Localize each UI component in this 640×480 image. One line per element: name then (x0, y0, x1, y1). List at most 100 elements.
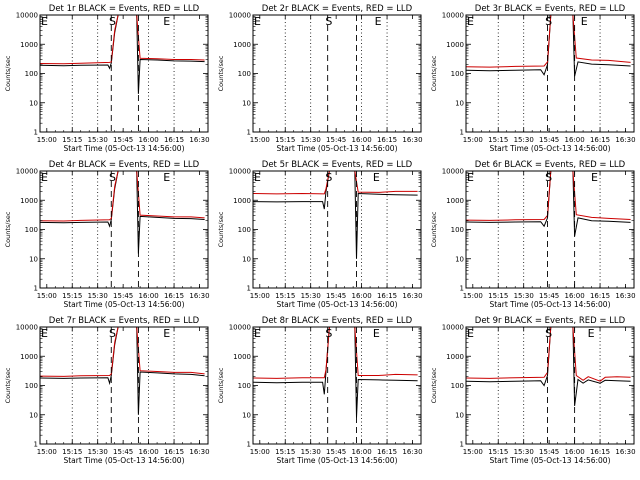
interval-marker-label: E (588, 327, 595, 340)
x-tick-label: 15:30 (514, 448, 534, 456)
y-tick-label: 10 (455, 99, 464, 107)
interval-marker-label: E (41, 171, 48, 184)
x-tick-label: 15:00 (250, 448, 270, 456)
events-series-line (40, 15, 205, 94)
x-tick-label: 16:30 (402, 136, 422, 144)
y-tick-label: 1 (247, 285, 251, 293)
plot-frame (39, 326, 209, 445)
x-tick-label: 15:45 (539, 448, 559, 456)
lld-series-line (253, 171, 418, 195)
y-axis-label: Counts/sec (4, 211, 12, 247)
x-tick-label: 16:15 (590, 448, 610, 456)
interval-marker-label: E (41, 327, 48, 340)
y-axis-label: Counts/sec (430, 55, 438, 91)
y-tick-label: 100 (238, 382, 251, 390)
interval-marker-label: S (545, 15, 552, 28)
x-tick-label: 16:00 (565, 448, 585, 456)
chart-title: Det 1r BLACK = Events, RED = LLD (49, 4, 200, 14)
y-tick-label: 1000 (233, 41, 251, 49)
plot-frame (252, 326, 422, 445)
y-tick-label: 10000 (16, 168, 38, 176)
x-tick-label: 16:15 (377, 292, 397, 300)
y-tick-label: 1000 (20, 41, 38, 49)
y-tick-label: 10 (242, 99, 251, 107)
interval-marker-label: E (373, 327, 380, 340)
x-tick-label: 15:15 (62, 136, 82, 144)
y-axis-label: Counts/sec (4, 55, 12, 91)
y-tick-label: 1000 (20, 197, 38, 205)
y-tick-label: 10 (29, 411, 38, 419)
x-tick-label: 15:15 (62, 448, 82, 456)
y-tick-label: 1000 (233, 353, 251, 361)
chart-title: Det 7r BLACK = Events, RED = LLD (49, 316, 200, 326)
x-tick-label: 16:30 (189, 292, 209, 300)
x-axis-label: Start Time (05-Oct-13 14:56:00) (63, 456, 184, 465)
interval-marker-label: S (545, 171, 552, 184)
x-tick-label: 16:15 (164, 448, 184, 456)
x-axis-label: Start Time (05-Oct-13 14:56:00) (489, 144, 610, 153)
interval-marker-label: E (467, 327, 474, 340)
x-tick-label: 16:00 (352, 136, 372, 144)
x-tick-label: 15:30 (301, 292, 321, 300)
y-tick-label: 10000 (229, 12, 251, 20)
interval-marker-label: E (163, 15, 170, 28)
y-tick-label: 10000 (442, 12, 464, 20)
plot-frame (252, 14, 422, 133)
x-tick-label: 16:00 (352, 448, 372, 456)
x-tick-label: 15:15 (62, 292, 82, 300)
x-tick-label: 15:00 (37, 292, 57, 300)
y-tick-label: 100 (238, 226, 251, 234)
y-tick-label: 10 (29, 255, 38, 263)
events-series-line (466, 327, 631, 406)
x-axis-label: Start Time (05-Oct-13 14:56:00) (489, 300, 610, 309)
interval-marker-label: S (109, 171, 116, 184)
events-series-line (40, 327, 205, 415)
chart-title: Det 4r BLACK = Events, RED = LLD (49, 160, 200, 170)
x-tick-label: 15:00 (463, 136, 483, 144)
x-axis-label: Start Time (05-Oct-13 14:56:00) (276, 144, 397, 153)
x-tick-label: 15:00 (250, 292, 270, 300)
x-tick-label: 16:15 (590, 292, 610, 300)
x-tick-label: 16:15 (377, 448, 397, 456)
x-axis-label: Start Time (05-Oct-13 14:56:00) (63, 300, 184, 309)
interval-marker-label: S (325, 171, 332, 184)
interval-marker-label: E (467, 171, 474, 184)
x-tick-label: 15:00 (463, 448, 483, 456)
x-tick-label: 16:30 (189, 136, 209, 144)
lld-series-line (253, 327, 418, 379)
x-axis-label: Start Time (05-Oct-13 14:56:00) (276, 456, 397, 465)
x-tick-label: 16:30 (615, 136, 635, 144)
x-tick-label: 15:00 (37, 448, 57, 456)
y-tick-label: 10000 (229, 168, 251, 176)
lld-series-line (40, 15, 205, 65)
interval-marker-label: E (41, 15, 48, 28)
y-tick-label: 10 (242, 255, 251, 263)
y-tick-label: 10000 (229, 324, 251, 332)
x-tick-label: 16:30 (402, 448, 422, 456)
y-axis-label: Counts/sec (430, 211, 438, 247)
x-tick-label: 15:30 (88, 448, 108, 456)
y-axis-label: Counts/sec (217, 55, 225, 91)
x-tick-label: 15:15 (275, 136, 295, 144)
x-tick-label: 15:45 (539, 136, 559, 144)
plot-frame (39, 14, 209, 133)
events-series-line (253, 171, 418, 259)
plot-frame (252, 170, 422, 289)
x-tick-label: 16:00 (139, 448, 159, 456)
interval-marker-label: E (254, 327, 261, 340)
interval-marker-label: E (254, 15, 261, 28)
y-tick-label: 100 (25, 70, 38, 78)
interval-marker-label: E (591, 171, 598, 184)
y-tick-label: 1 (460, 129, 464, 137)
x-axis-label: Start Time (05-Oct-13 14:56:00) (276, 300, 397, 309)
y-tick-label: 1 (247, 129, 251, 137)
y-tick-label: 10000 (16, 324, 38, 332)
interval-marker-label: S (325, 15, 332, 28)
y-axis-label: Counts/sec (4, 367, 12, 403)
x-tick-label: 15:45 (326, 136, 346, 144)
